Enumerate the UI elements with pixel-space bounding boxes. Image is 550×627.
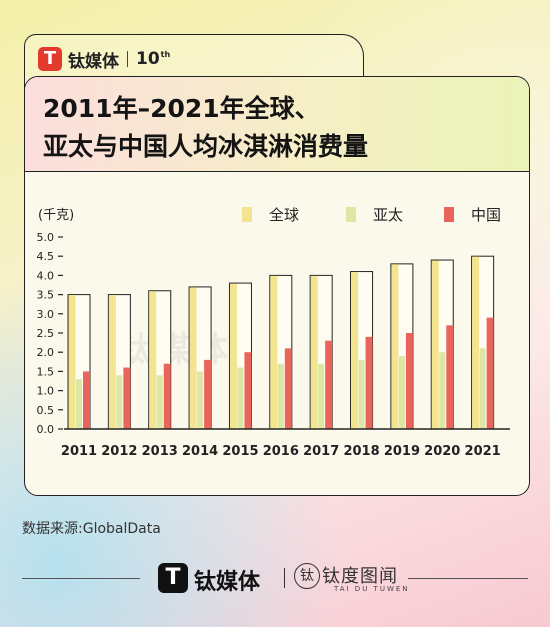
bar-asia-pacific	[116, 375, 123, 429]
x-tick-label: 2012	[101, 444, 137, 459]
legend-swatch-0	[242, 207, 252, 222]
bar-global	[229, 283, 237, 429]
bar-cluster-2014	[188, 286, 212, 430]
anniversary-badge: 10th	[136, 49, 170, 69]
anniversary-number: 10	[136, 49, 160, 69]
y-tick-label: 4.5	[37, 250, 55, 263]
bar-global	[431, 260, 439, 429]
footer-line-right	[408, 578, 528, 579]
y-tick-label: 3.0	[37, 308, 55, 321]
title-band: 2011年–2021年全球、 亚太与中国人均冰淇淋消费量	[25, 77, 529, 172]
bar-cluster-2021	[471, 255, 495, 430]
bar-global	[149, 291, 157, 429]
x-tick-label: 2021	[465, 444, 501, 459]
brand-separator	[127, 51, 128, 67]
legend-swatch-2	[444, 207, 454, 222]
y-tick-label: 5.0	[37, 231, 55, 244]
bar-cluster-2011	[67, 294, 91, 430]
y-tick-label: 0.0	[37, 423, 55, 436]
bar-asia-pacific	[358, 359, 365, 429]
y-tick-label: 0.5	[37, 404, 55, 417]
bar-cluster-2017	[309, 274, 333, 430]
footer-line-left	[22, 578, 140, 579]
bar-asia-pacific	[197, 371, 204, 429]
bar-cluster-2013	[148, 290, 172, 430]
bar-global	[270, 275, 278, 429]
bar-cluster-2020	[430, 259, 454, 430]
x-tick-label: 2017	[303, 444, 339, 459]
bar-china	[325, 340, 333, 429]
footer-brand2-icon: 钛	[294, 563, 320, 589]
legend-label-2: 中国	[471, 206, 501, 224]
bar-cluster-2019	[390, 263, 414, 430]
y-tick-label: 2.0	[37, 346, 55, 359]
bar-china	[123, 367, 131, 429]
y-tick-label: 4.0	[37, 269, 55, 282]
bar-cluster-2012	[107, 294, 131, 430]
data-source: 数据来源:GlobalData	[22, 521, 161, 537]
bar-china	[244, 352, 252, 429]
x-tick-label: 2011	[61, 444, 97, 459]
x-tick-label: 2019	[384, 444, 420, 459]
bar-asia-pacific	[318, 363, 325, 429]
title-line-1: 2011年–2021年全球、	[43, 94, 320, 123]
bar-asia-pacific	[277, 363, 284, 429]
bar-china	[446, 325, 454, 429]
bar-asia-pacific	[439, 352, 446, 429]
bar-china	[163, 363, 171, 429]
bar-china	[365, 336, 373, 429]
y-tick-label: 3.5	[37, 289, 55, 302]
bar-china	[284, 348, 292, 429]
x-tick-label: 2016	[263, 444, 299, 459]
footer-brand2-subtitle: TAI DU TUWEN	[334, 585, 410, 593]
title-line-2: 亚太与中国人均冰淇淋消费量	[43, 132, 369, 161]
y-axis: (千克) 0.0 0.5 1.0 1.5 2.0 2.5 3.0 3.5 4.0 4.5 5.0	[37, 208, 75, 436]
footer-separator	[284, 568, 285, 588]
bar-asia-pacific	[398, 356, 405, 429]
bar-asia-pacific	[76, 379, 82, 429]
bar-china	[405, 333, 413, 429]
bar-cluster-2018	[350, 271, 374, 430]
y-axis-unit-label: (千克)	[38, 208, 74, 223]
footer: T 钛媒体 钛 钛度图闻 TAI DU TUWEN	[0, 560, 550, 596]
bar-asia-pacific	[479, 348, 486, 429]
chart-legend: 全球 亚太 中国	[242, 206, 501, 224]
anniversary-suffix: th	[160, 50, 171, 60]
bar-global	[351, 272, 359, 429]
x-tick-label: 2015	[222, 444, 258, 459]
footer-brand2-name: 钛度图闻	[322, 566, 398, 587]
footer-brand-name: 钛媒体	[194, 570, 261, 595]
bar-global	[68, 295, 76, 429]
x-tick-label: 2014	[182, 444, 218, 459]
bar-cluster-2015	[228, 282, 252, 430]
bar-group	[67, 255, 495, 430]
brand-name: 钛媒体	[68, 51, 119, 72]
bar-china	[204, 359, 212, 429]
x-tick-label: 2020	[424, 444, 460, 459]
x-tick-label: 2018	[343, 444, 379, 459]
y-tick-label: 1.5	[37, 365, 55, 378]
brand-logo-icon: T	[38, 47, 62, 71]
bar-global	[472, 256, 480, 429]
bar-cluster-2016	[269, 274, 293, 430]
bar-global	[391, 264, 399, 429]
bar-global	[310, 275, 318, 429]
bar-china	[83, 371, 90, 429]
legend-label-0: 全球	[269, 206, 299, 224]
brand-header: T 钛媒体 10th	[38, 46, 170, 72]
bar-global	[189, 287, 197, 429]
legend-swatch-1	[346, 207, 356, 222]
x-tick-label: 2013	[142, 444, 178, 459]
footer-logo-icon: T	[158, 563, 188, 593]
bar-asia-pacific	[156, 375, 163, 429]
bar-china	[486, 317, 494, 429]
legend-label-1: 亚太	[373, 206, 403, 224]
bar-asia-pacific	[237, 367, 244, 429]
y-tick-label: 1.0	[37, 385, 55, 398]
bar-global	[108, 295, 116, 429]
bar-chart: 全球 亚太 中国 (千克) 0.0 0.5 1.0 1.5 2.0 2.5 3.0 3.5 4.0 4.…	[37, 206, 510, 459]
x-axis: 2011 2012 2013 2014 2015 2016 2017 2018 2019 2020…	[61, 428, 510, 459]
y-tick-label: 2.5	[37, 327, 55, 340]
